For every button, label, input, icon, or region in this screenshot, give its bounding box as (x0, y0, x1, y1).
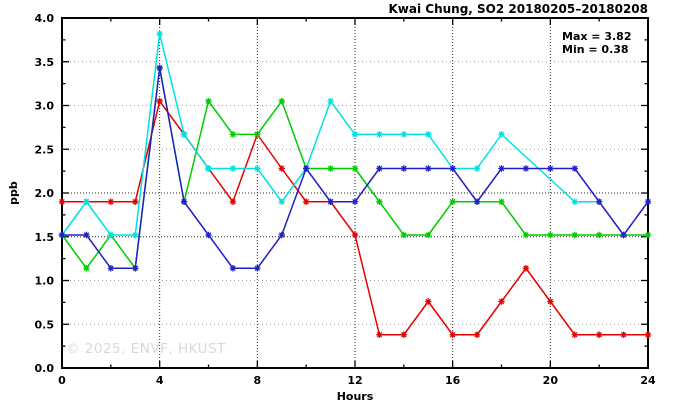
plot-border (61, 17, 649, 369)
series-4-markers (58, 64, 652, 272)
y-tick-label: 1.0 (35, 275, 55, 288)
y-tick-label: 0.0 (35, 362, 55, 375)
x-tick-label: 24 (640, 374, 656, 387)
y-tick-label: 3.0 (35, 100, 55, 113)
x-tick-label: 0 (58, 374, 66, 387)
y-axis-label: ppb (7, 181, 20, 205)
y-tick-label: 1.5 (35, 231, 55, 244)
max-label: Max = 3.82 (562, 30, 632, 43)
x-tick-label: 4 (156, 374, 164, 387)
y-tick-label: 3.5 (35, 56, 55, 69)
x-tick-label: 12 (347, 374, 362, 387)
chart-title: Kwai Chung, SO2 20180205–20180208 (388, 2, 649, 16)
min-label: Min = 0.38 (562, 43, 629, 56)
watermark: © 2025, ENVF, HKUST (66, 341, 226, 357)
max-min-annotation: Max = 3.82 Min = 0.38 (562, 30, 631, 56)
x-tick-label: 20 (543, 374, 559, 387)
y-tick-label: 0.5 (35, 318, 55, 331)
x-tick-label: 16 (445, 374, 461, 387)
x-tick-label: 8 (254, 374, 262, 387)
x-axis-label: Hours (336, 390, 374, 403)
y-tick-label: 2.5 (35, 143, 55, 156)
y-tick-label: 2.0 (35, 187, 55, 200)
y-tick-label: 4.0 (35, 12, 55, 25)
